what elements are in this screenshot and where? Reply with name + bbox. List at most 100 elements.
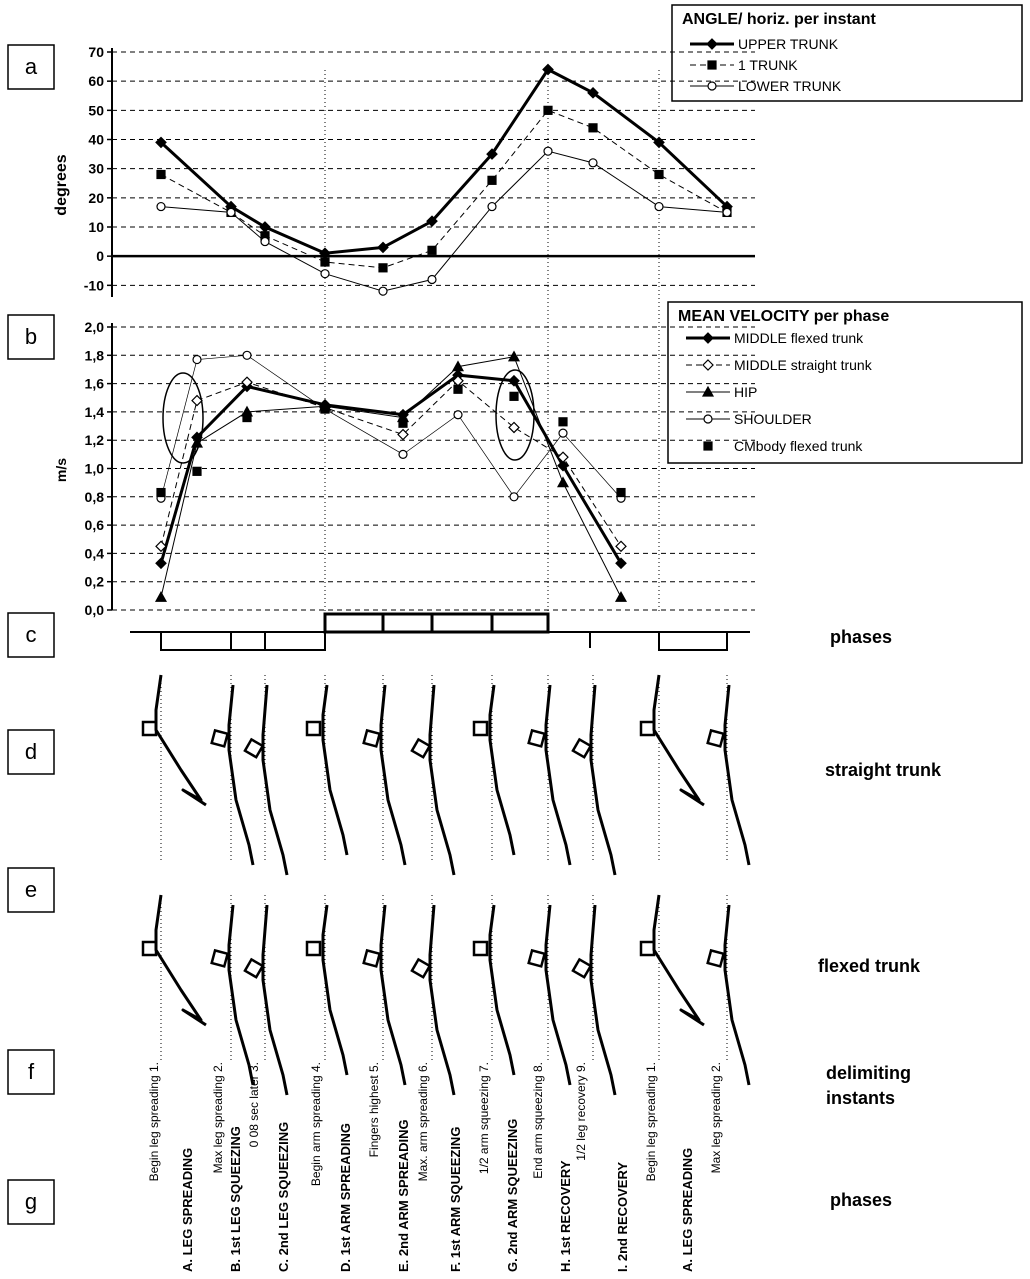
panel-box (7, 314, 55, 360)
phase-label: B. 1st LEG SQUEEZING (228, 1126, 243, 1272)
marker (451, 360, 465, 372)
marker (156, 201, 166, 212)
marker (190, 436, 204, 448)
head (210, 948, 230, 968)
y-tick-label: -10 (84, 277, 104, 293)
stick-figure (723, 904, 751, 1086)
panel-letter: e (25, 877, 37, 902)
marker (241, 376, 253, 389)
phase-label: C. 2nd LEG SQUEEZING (276, 1122, 291, 1272)
marker (398, 449, 408, 459)
marker (155, 557, 167, 570)
stick-figure (321, 684, 349, 856)
y-tick-label: 1,8 (85, 347, 105, 363)
side-label: flexed trunk (818, 956, 921, 976)
head (527, 728, 547, 748)
stick-figure (261, 904, 289, 1096)
charts: -10 0 10 20 30 40 50 60 70 UPPER TRUNK 1 TRUNK LOWE… (7, 36, 873, 1272)
stick-figure (154, 894, 207, 1027)
head (571, 957, 593, 979)
y-tick-label: 40 (88, 132, 104, 148)
instant-label: 1/2 leg recovery 9. (574, 1062, 588, 1161)
marker (156, 169, 166, 180)
marker (191, 394, 203, 407)
panel-box (7, 612, 55, 658)
y-tick-label: 1,4 (85, 404, 105, 420)
side-label: phases (830, 627, 892, 647)
y-tick-label: 0,8 (85, 489, 105, 505)
series-line (160, 380, 622, 547)
y-tick-label: 60 (88, 73, 104, 89)
phase-label: F. 1st ARM SQUEEZING (448, 1127, 463, 1272)
stick-figure (488, 684, 516, 856)
stick-figure (154, 674, 207, 807)
head (639, 940, 656, 957)
instant-label: Fingers highest 5. (367, 1062, 381, 1157)
stick-figure (227, 904, 255, 1086)
series-line (160, 109, 728, 269)
marker (486, 148, 498, 160)
marker (453, 410, 463, 420)
marker (320, 404, 330, 414)
legend-label: SHOULDER (734, 411, 812, 427)
y-tick-label: 1,0 (85, 461, 105, 477)
side-label: phases (830, 1190, 892, 1210)
marker (192, 354, 202, 365)
legend-label: MIDDLE flexed trunk (734, 330, 864, 346)
stick-figure (379, 684, 407, 866)
phase-label: D. 1st ARM SPREADING (338, 1123, 353, 1272)
marker (320, 269, 330, 279)
legend-label: LOWER TRUNK (738, 78, 842, 94)
marker (615, 557, 627, 570)
marker (427, 245, 437, 255)
y-axis-label: m/s (53, 458, 69, 482)
instant-label: Begin arm spreading 4. (309, 1062, 323, 1186)
marker (587, 86, 599, 99)
head (410, 957, 432, 979)
legend-marker (703, 414, 713, 424)
marker (192, 466, 202, 476)
stick-figure (428, 684, 456, 876)
marker (509, 391, 519, 401)
y-tick-label: 0,2 (85, 574, 105, 590)
marker (260, 236, 270, 247)
y-tick-label: 0,6 (85, 517, 105, 533)
series-line (159, 373, 623, 565)
head (243, 737, 265, 759)
legend-marker (707, 81, 717, 91)
panel-c-bars (130, 612, 750, 651)
marker (654, 169, 664, 180)
head (305, 940, 322, 957)
marker (377, 241, 389, 254)
stick-figure (589, 904, 617, 1096)
marker (397, 428, 409, 441)
y-tick-label: 20 (88, 190, 104, 206)
stick-figure (321, 904, 349, 1076)
marker (378, 263, 388, 273)
head (472, 720, 489, 737)
marker (614, 591, 628, 602)
stick-figure (652, 894, 705, 1027)
y-tick-label: 2,0 (85, 319, 105, 335)
instant-label: 1/2 arm squeezing 7. (477, 1062, 491, 1174)
legend-title: ANGLE/ horiz. per instant (682, 11, 876, 28)
legend-label: HIP (734, 384, 757, 400)
marker (378, 286, 388, 296)
marker (557, 459, 569, 472)
marker (398, 418, 408, 428)
marker (427, 274, 437, 285)
legend-marker (702, 332, 714, 344)
marker (542, 63, 554, 76)
y-tick-label: 0,0 (85, 602, 105, 618)
legend-marker (702, 359, 714, 371)
head (410, 737, 432, 759)
marker (155, 540, 167, 553)
panel-letter: a (25, 54, 38, 79)
head (141, 940, 158, 957)
marker (653, 136, 665, 149)
instant-label: Max leg spreading 2. (709, 1062, 723, 1173)
marker (242, 350, 252, 360)
head (639, 720, 656, 737)
marker (556, 476, 570, 488)
